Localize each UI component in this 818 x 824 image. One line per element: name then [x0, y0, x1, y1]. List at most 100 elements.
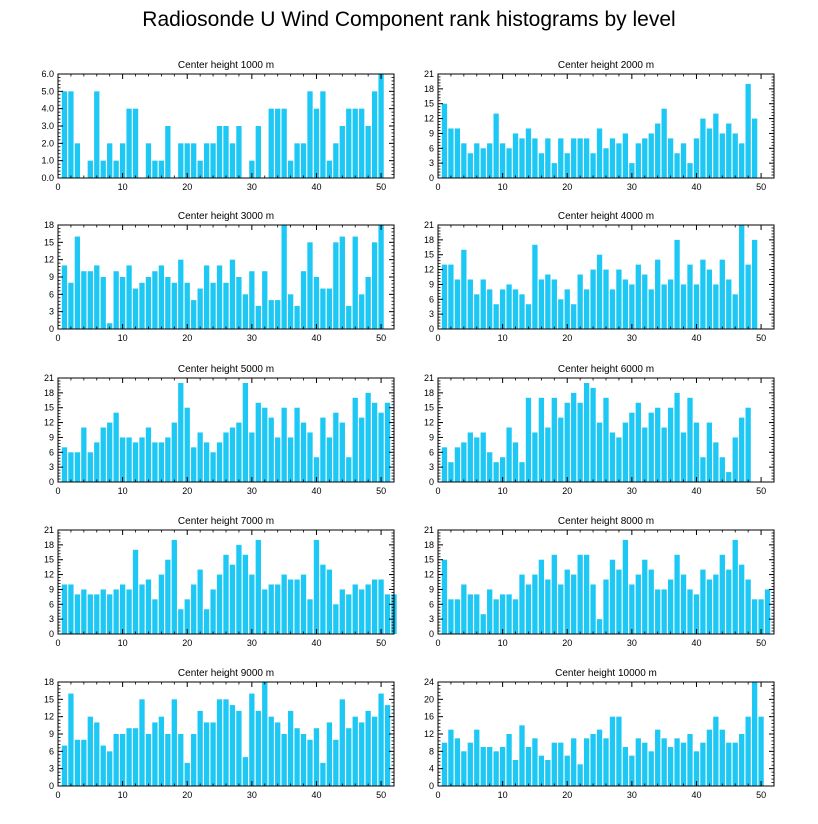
bar: [145, 277, 152, 329]
bar: [700, 118, 706, 178]
bar: [223, 126, 229, 178]
bar: [255, 126, 261, 178]
x-tick-label: 10: [498, 333, 508, 343]
bar: [674, 738, 680, 786]
bar: [300, 422, 307, 482]
y-tick-label: 15: [424, 99, 434, 109]
bar: [333, 412, 339, 482]
y-tick-label: 8: [429, 746, 434, 756]
bar: [454, 128, 461, 178]
bar: [603, 148, 609, 178]
x-tick-label: 50: [756, 486, 766, 496]
bar: [158, 716, 165, 786]
bar: [512, 760, 519, 786]
y-tick-label: 24: [424, 677, 434, 687]
bar: [706, 422, 713, 482]
bar: [352, 716, 358, 786]
panel-title: Center height 1000 m: [178, 60, 274, 71]
bar: [487, 589, 493, 634]
bar: [294, 579, 300, 634]
bar: [275, 437, 281, 482]
y-tick-label: 0.0: [41, 173, 54, 183]
bar: [467, 279, 473, 329]
bar: [467, 742, 473, 786]
bar: [100, 277, 106, 329]
y-tick-label: 0: [429, 173, 434, 183]
y-tick-label: 12: [424, 729, 434, 739]
bar: [294, 305, 300, 329]
bar: [126, 589, 132, 634]
bar: [74, 452, 81, 482]
bar: [577, 138, 583, 178]
y-tick-label: 6: [49, 447, 54, 457]
y-tick-label: 6: [429, 447, 434, 457]
bar: [158, 160, 165, 178]
bar: [74, 236, 81, 329]
panel-9: Center height 9000 m 0 10 20 30 40 50 0 3 6 9 12 15 1…: [44, 668, 395, 800]
panel-title: Center height 4000 m: [558, 211, 654, 222]
bar: [74, 143, 81, 178]
bar: [249, 160, 255, 178]
bar: [216, 442, 223, 482]
bar: [191, 447, 197, 482]
panel-10: Center height 10000 m 0 10 20 30 40 50 0 4 8 12 16 2…: [424, 668, 775, 800]
y-tick-label: 6.0: [41, 69, 54, 79]
bar: [474, 294, 480, 329]
bar: [590, 734, 596, 786]
bar: [287, 437, 294, 482]
bar: [320, 91, 326, 178]
y-tick-label: 12: [424, 418, 434, 428]
bar: [320, 288, 326, 329]
y-tick-label: 9: [429, 128, 434, 138]
bar: [719, 259, 725, 329]
bar: [713, 442, 719, 482]
bar: [333, 143, 339, 178]
x-tick-label: 20: [182, 638, 192, 648]
bar: [674, 392, 680, 482]
y-tick-label: 9: [429, 584, 434, 594]
bar: [107, 422, 113, 482]
bar: [596, 254, 603, 329]
bar: [300, 574, 307, 634]
bar: [249, 693, 255, 786]
x-tick-label: 40: [691, 182, 701, 192]
bar: [758, 716, 764, 786]
x-tick-label: 40: [311, 333, 321, 343]
bar: [693, 138, 700, 178]
bar: [661, 427, 667, 482]
bar: [680, 143, 687, 178]
bar: [262, 682, 268, 786]
bar: [145, 143, 152, 178]
y-tick-label: 12: [424, 114, 434, 124]
y-tick-label: 3: [429, 462, 434, 472]
y-tick-label: 3: [49, 764, 54, 774]
bar: [216, 265, 223, 329]
x-tick-label: 20: [562, 333, 572, 343]
bar: [745, 579, 751, 634]
bar: [210, 589, 216, 634]
bar: [287, 294, 294, 329]
panel-3: Center height 3000 m 0 10 20 30 40 50 0 3 6 9 12 15 1…: [44, 211, 395, 343]
y-tick-label: 15: [424, 403, 434, 413]
bar: [203, 143, 210, 178]
bar: [281, 225, 287, 329]
bar: [365, 710, 371, 786]
panel-title: Center height 9000 m: [178, 668, 274, 679]
bar: [616, 269, 622, 329]
y-tick-label: 0: [49, 477, 54, 487]
y-tick-label: 21: [44, 525, 54, 535]
bar: [558, 299, 564, 329]
bar: [100, 589, 106, 634]
bar: [726, 123, 732, 178]
x-tick-label: 0: [435, 486, 440, 496]
y-tick-label: 21: [424, 525, 434, 535]
bar: [352, 108, 358, 178]
bar: [242, 382, 249, 482]
bar: [184, 282, 190, 329]
x-tick-label: 50: [756, 790, 766, 800]
y-tick-label: 0: [429, 477, 434, 487]
bar: [583, 382, 590, 482]
y-tick-label: 12: [424, 265, 434, 275]
y-tick-label: 20: [424, 694, 434, 704]
bar: [275, 108, 281, 178]
